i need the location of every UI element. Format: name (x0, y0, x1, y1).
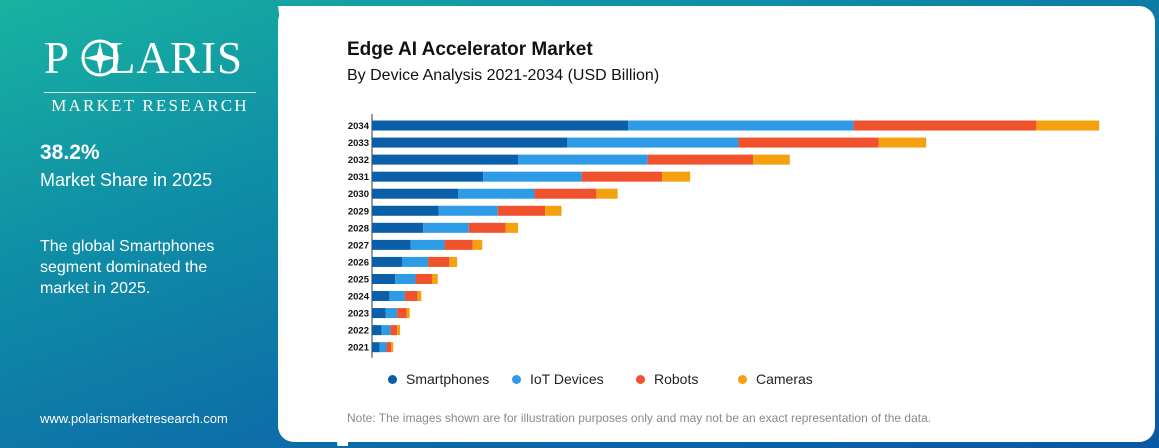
bar-segment-iot-devices-2021 (379, 342, 387, 353)
bar-segment-cameras-2026 (449, 256, 458, 267)
bar-segment-iot-devices-2030 (458, 188, 535, 199)
bar-segment-robots-2029 (497, 205, 546, 216)
y-tick-label: 2025 (348, 274, 370, 285)
bar-segment-robots-2030 (534, 188, 597, 199)
bar-segment-smartphones-2030 (372, 188, 459, 199)
legend-item-iot-devices: IoT Devices (512, 371, 604, 387)
bar-segment-smartphones-2023 (372, 308, 386, 319)
bar-segment-robots-2021 (386, 342, 392, 353)
bar-segment-iot-devices-2031 (483, 171, 582, 182)
bar-segment-robots-2034 (853, 120, 1037, 131)
bar-segment-iot-devices-2029 (438, 205, 498, 216)
bar-segment-cameras-2030 (596, 188, 618, 199)
bar-segment-cameras-2027 (472, 239, 483, 250)
disclaimer-note: Note: The images shown are for illustrat… (347, 411, 932, 425)
info-panel: P LARIS MARKET RESEARCH 38.2% Market Shar… (0, 0, 300, 448)
bar-segment-smartphones-2025 (372, 273, 396, 284)
bar-segment-smartphones-2026 (372, 256, 402, 267)
y-tick-label: 2023 (348, 309, 369, 320)
bar-segment-iot-devices-2028 (423, 222, 469, 233)
bar-segment-cameras-2032 (753, 154, 790, 165)
bar-segment-smartphones-2029 (372, 205, 439, 216)
bar-segment-smartphones-2028 (372, 222, 424, 233)
bar-segment-cameras-2033 (878, 137, 927, 148)
bar-segment-cameras-2025 (431, 273, 438, 284)
legend-label: Robots (654, 371, 699, 387)
bar-segment-iot-devices-2034 (628, 120, 854, 131)
market-share-value: 38.2% (40, 141, 100, 164)
bar-segment-robots-2024 (404, 291, 418, 302)
bar-segment-smartphones-2021 (372, 342, 380, 353)
bar-segment-robots-2022 (390, 325, 398, 336)
logo-wordmark: P LARIS (44, 33, 244, 83)
bar-segment-cameras-2034 (1036, 120, 1100, 131)
chart-title: Edge AI Accelerator Market (347, 39, 593, 60)
y-tick-label: 2026 (348, 257, 369, 268)
market-share-label: Market Share in 2025 (40, 170, 213, 190)
legend-dot-icon (388, 374, 397, 384)
bar-segment-iot-devices-2033 (567, 137, 739, 148)
bar-segment-iot-devices-2022 (381, 325, 391, 336)
y-tick-label: 2024 (348, 292, 370, 303)
bar-segment-smartphones-2024 (372, 291, 390, 302)
bar-segment-robots-2023 (397, 308, 407, 319)
compass-star-icon (81, 39, 119, 77)
bar-segment-iot-devices-2024 (389, 291, 405, 302)
y-tick-label: 2027 (348, 240, 369, 251)
bar-segment-cameras-2023 (406, 308, 410, 319)
bar-segment-smartphones-2027 (372, 239, 411, 250)
bar-segment-robots-2032 (647, 154, 754, 165)
bar-segment-robots-2026 (428, 256, 450, 267)
bar-segment-smartphones-2022 (372, 325, 382, 336)
bar-segment-cameras-2031 (662, 171, 691, 182)
legend-label: IoT Devices (530, 371, 604, 387)
bar-segment-cameras-2028 (505, 222, 519, 233)
legend-label: Smartphones (406, 371, 490, 387)
bar-segment-cameras-2021 (391, 342, 394, 353)
bar-segment-iot-devices-2023 (385, 308, 398, 319)
y-tick-label: 2028 (348, 223, 369, 234)
legend-dot-icon (636, 374, 645, 384)
bar-segment-robots-2025 (415, 273, 432, 284)
legend-dot-icon (512, 374, 521, 384)
legend-dot-icon (738, 374, 747, 384)
y-tick-label: 2022 (348, 326, 369, 337)
bar-segment-cameras-2029 (545, 205, 562, 216)
y-tick-label: 2033 (348, 138, 369, 149)
legend-item-smartphones: Smartphones (388, 371, 489, 387)
bar-segment-robots-2027 (444, 239, 473, 250)
website-link[interactable]: www.polarismarketresearch.com (40, 411, 228, 426)
bar-segment-smartphones-2031 (372, 171, 484, 182)
bar-segment-iot-devices-2025 (395, 273, 416, 284)
segment-description: The global Smartphones segment dominated… (40, 238, 215, 297)
bar-segment-iot-devices-2026 (401, 256, 429, 267)
logo-tagline: MARKET RESEARCH (44, 92, 256, 116)
bar-segment-cameras-2024 (417, 291, 422, 302)
stacked-bar-chart: 2034 2033 2032 2031 2030 2029 2028 2027 2026 2025… (348, 114, 1100, 358)
bar-segment-robots-2031 (581, 171, 663, 182)
legend-item-robots: Robots (636, 371, 698, 387)
bar-segment-iot-devices-2027 (410, 239, 445, 250)
legend-label: Cameras (756, 371, 813, 387)
y-tick-label: 2034 (348, 121, 370, 132)
polaris-logo[interactable]: P LARIS MARKET RESEARCH (44, 33, 256, 116)
chart-legend: Smartphones IoT Devices Robots Cameras (388, 371, 848, 391)
y-tick-label: 2030 (348, 189, 369, 200)
bar-segment-smartphones-2034 (372, 120, 629, 131)
legend-item-cameras: Cameras (738, 371, 813, 387)
bar-segment-iot-devices-2032 (518, 154, 648, 165)
bar-segment-robots-2033 (738, 137, 879, 148)
y-tick-label: 2032 (348, 155, 369, 166)
y-tick-label: 2021 (348, 343, 370, 354)
bar-segment-robots-2028 (468, 222, 506, 233)
bar-segment-cameras-2022 (397, 325, 401, 336)
y-tick-label: 2029 (348, 206, 369, 217)
chart-subtitle: By Device Analysis 2021-2034 (USD Billio… (347, 67, 660, 84)
y-tick-label: 2031 (348, 172, 370, 183)
bar-segment-smartphones-2033 (372, 137, 568, 148)
bar-segment-smartphones-2032 (372, 154, 519, 165)
